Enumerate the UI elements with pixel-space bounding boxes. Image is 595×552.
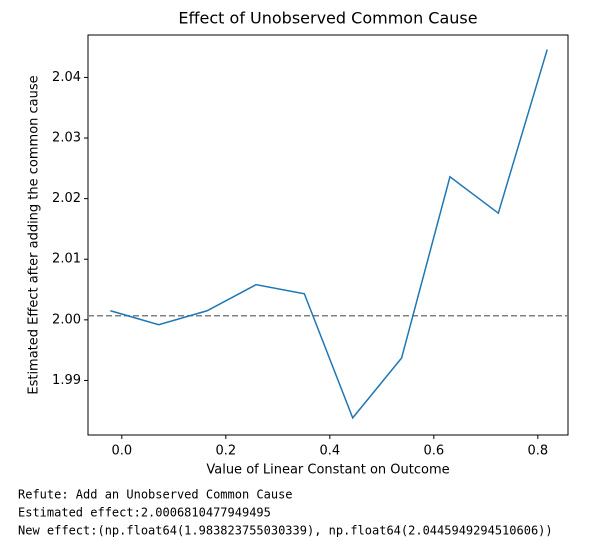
chart-title: Effect of Unobserved Common Cause	[178, 9, 477, 28]
y-tick-label: 2.04	[52, 70, 81, 85]
y-tick-label: 1.99	[52, 373, 81, 388]
y-tick-label: 2.01	[52, 252, 81, 267]
plot-frame	[87, 34, 569, 436]
y-tick-label: 2.03	[52, 131, 81, 146]
output-line: Refute: Add an Unobserved Common Cause	[18, 488, 293, 502]
x-tick-label: 0.6	[423, 444, 444, 459]
y-tick-label: 2.00	[52, 312, 81, 327]
output-line: New effect:(np.float64(1.983823755030339…	[18, 524, 553, 538]
y-tick-label: 2.02	[52, 191, 81, 206]
output-line: Estimated effect:2.0006810477949495	[18, 506, 271, 520]
x-tick-label: 0.4	[319, 444, 340, 459]
x-tick-label: 0.2	[215, 444, 236, 459]
data-line	[110, 49, 548, 420]
y-axis-label: Estimated Effect after adding the common…	[27, 75, 42, 394]
x-axis-label: Value of Linear Constant on Outcome	[206, 463, 449, 478]
x-tick-label: 0.8	[527, 444, 548, 459]
x-tick-label: 0.0	[111, 444, 132, 459]
